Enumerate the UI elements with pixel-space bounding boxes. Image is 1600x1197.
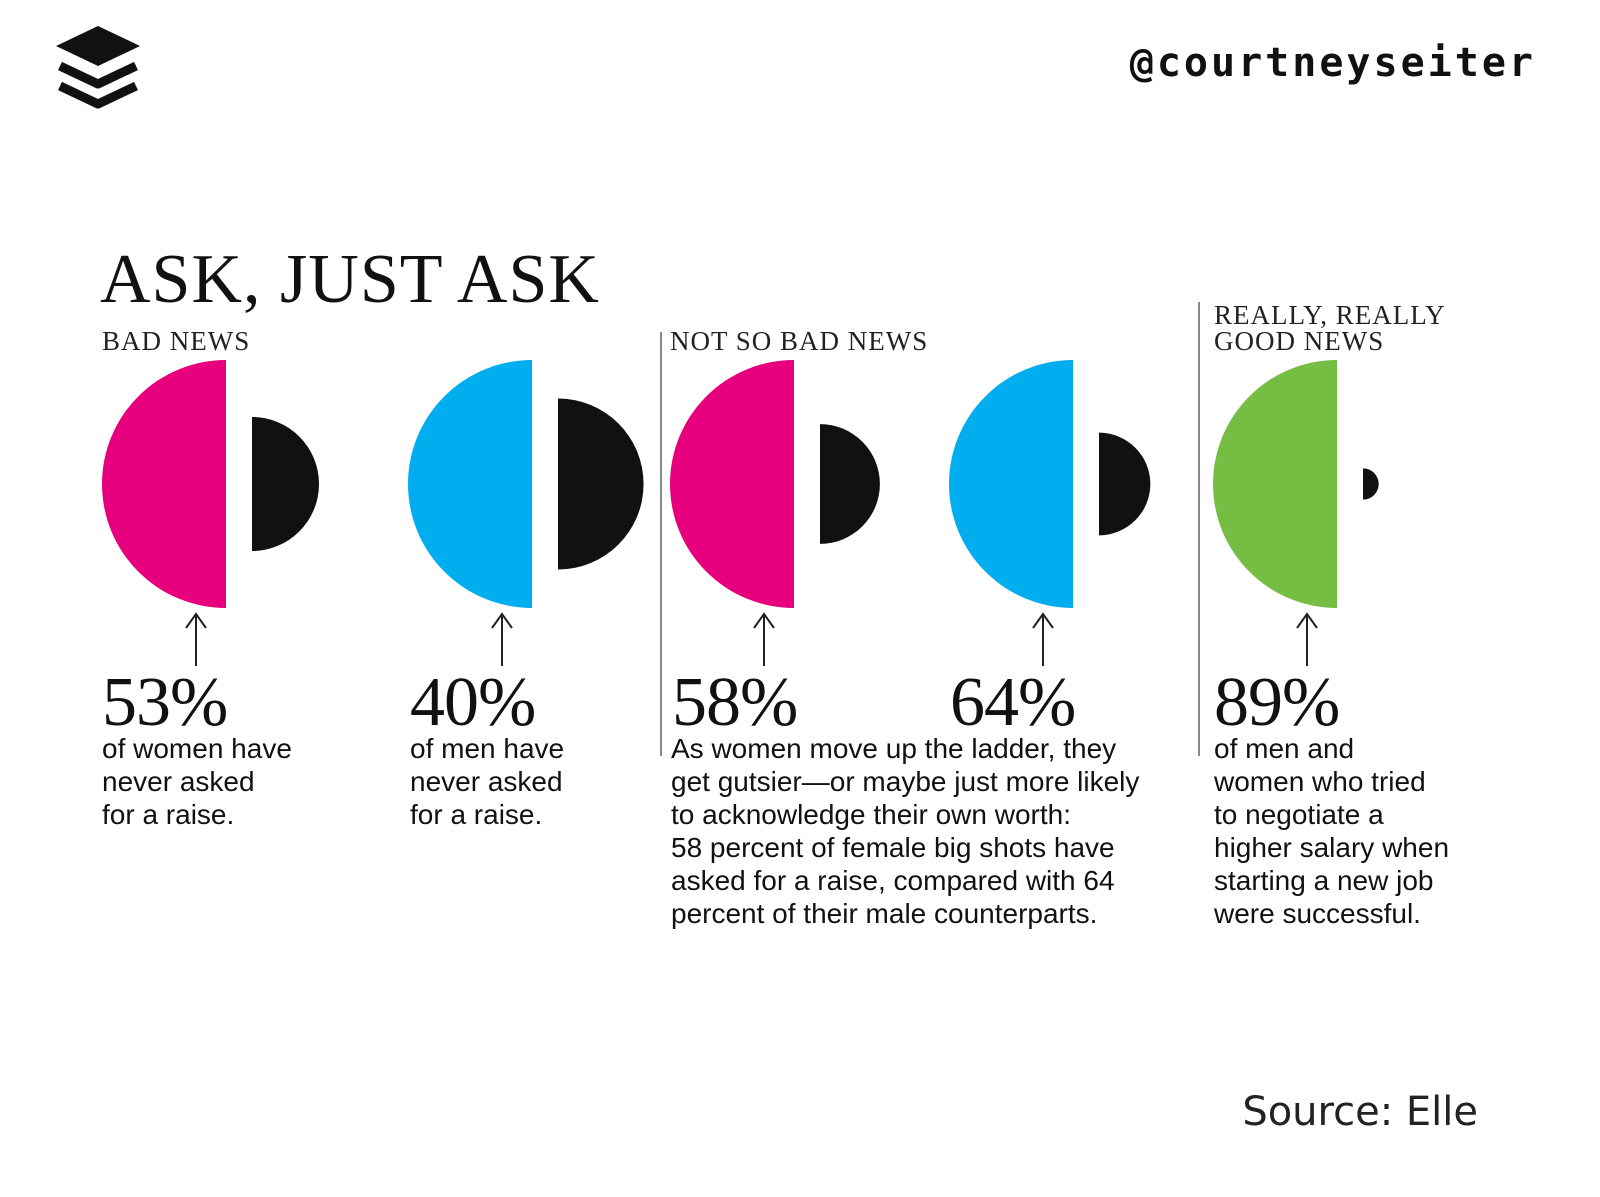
description-negotiation-success: of men and women who tried to negotiate …: [1214, 733, 1450, 929]
source-credit: Source: Elle: [1242, 1089, 1478, 1135]
section-label-bad-news: BAD NEWS: [102, 326, 251, 356]
remainder-semicircle-male-counterparts: [1099, 432, 1151, 536]
remainder-semicircle-women-never-asked: [252, 416, 320, 552]
section-label-really-good-news: REALLY, REALLY GOOD NEWS: [1214, 300, 1445, 356]
remainder-semicircle-men-never-asked: [558, 398, 644, 570]
description-moving-up-ladder: As women move up the ladder, they get gu…: [671, 733, 1140, 929]
arrow-head-women-never-asked: [185, 612, 207, 629]
author-handle: @courtneyseiter: [1129, 40, 1536, 86]
stacked-layers-icon: [56, 26, 140, 109]
percent-label-men-never-asked: 40%: [410, 664, 536, 741]
remainder-semicircle-female-big-shots: [820, 424, 880, 544]
section-divider-2: [1198, 302, 1200, 756]
semicircle-female-big-shots: [670, 360, 794, 608]
semicircle-women-never-asked: [102, 360, 226, 608]
arrow-head-negotiation-success: [1296, 612, 1318, 629]
arrow-head-men-never-asked: [491, 612, 513, 629]
percent-label-male-counterparts: 64%: [950, 664, 1076, 741]
chart-title: ASK, JUST ASK: [100, 241, 600, 318]
remainder-semicircle-negotiation-success: [1363, 468, 1379, 500]
semicircle-male-counterparts: [949, 360, 1073, 608]
semicircle-men-never-asked: [408, 360, 532, 608]
arrow-head-male-counterparts: [1032, 612, 1054, 629]
semicircle-negotiation-success: [1213, 360, 1337, 608]
description-women-never-asked: of women have never asked for a raise.: [102, 733, 292, 830]
section-divider-1: [660, 332, 662, 756]
percent-label-female-big-shots: 58%: [672, 664, 798, 741]
percent-label-negotiation-success: 89%: [1214, 664, 1340, 741]
description-men-never-asked: of men have never asked for a raise.: [410, 733, 565, 830]
arrow-head-female-big-shots: [753, 612, 775, 629]
percent-label-women-never-asked: 53%: [102, 664, 228, 741]
section-label-not-so-bad-news: NOT SO BAD NEWS: [670, 326, 929, 356]
